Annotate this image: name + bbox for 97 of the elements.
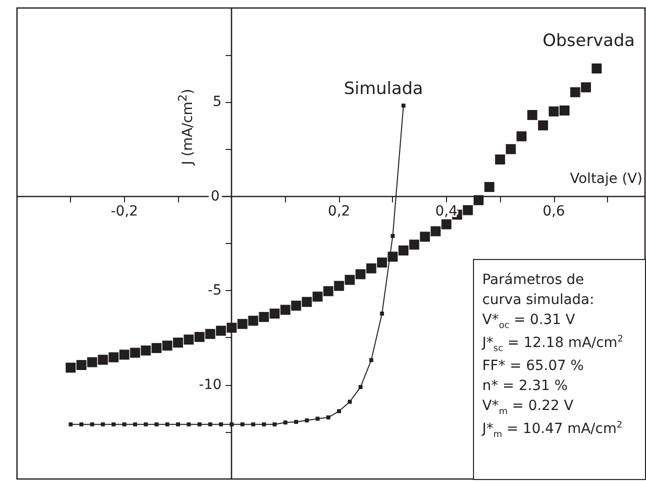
point: [323, 286, 334, 296]
point: [108, 352, 119, 362]
point: [258, 312, 269, 322]
point: [216, 326, 226, 336]
point: [184, 334, 194, 345]
point: [90, 422, 94, 426]
point: [462, 205, 473, 216]
point: [380, 312, 384, 316]
point: [366, 263, 376, 274]
x-tick-label: 0,2: [328, 203, 350, 220]
point: [283, 420, 288, 424]
point: [130, 348, 140, 358]
point: [356, 269, 366, 280]
point: [248, 316, 258, 326]
point: [538, 120, 548, 130]
point: [280, 304, 290, 315]
series-label: Simulada: [344, 79, 424, 100]
y-tick-label: 0: [210, 188, 220, 204]
point: [68, 422, 73, 426]
point: [348, 400, 352, 404]
x-axis-title: Voltaje (V): [570, 171, 642, 188]
point: [304, 418, 309, 422]
point: [186, 422, 191, 426]
point: [251, 422, 256, 426]
point: [119, 350, 130, 360]
annotation: J*$_{m}$ = 10.47 mA/cm$^{2}$: [482, 420, 624, 442]
point: [592, 63, 602, 74]
annotation: n* = 2.31 %: [482, 377, 569, 396]
point: [312, 292, 323, 302]
point: [420, 232, 430, 242]
x-tick-label: 0,6: [542, 203, 565, 220]
point: [100, 422, 105, 426]
y-tick-label: -10: [198, 376, 222, 393]
point: [176, 422, 180, 426]
point: [495, 154, 506, 164]
point: [87, 357, 98, 368]
annotation: V*$_{oc}$ = 0.31 V: [482, 311, 576, 333]
point: [580, 82, 591, 92]
point: [291, 300, 302, 311]
point: [140, 346, 151, 356]
point: [194, 332, 204, 342]
y-tick-label: -5: [208, 282, 222, 299]
series-label: Observada: [542, 30, 635, 51]
point: [441, 219, 452, 230]
point: [133, 422, 138, 426]
point: [262, 422, 266, 426]
point: [294, 420, 298, 424]
point: [358, 385, 363, 390]
point: [122, 422, 126, 426]
point: [430, 226, 441, 236]
point: [270, 308, 280, 319]
point: [316, 416, 320, 421]
point: [173, 338, 184, 348]
point: [570, 87, 580, 98]
point: [527, 110, 538, 120]
point: [548, 106, 559, 116]
point: [326, 415, 330, 420]
point: [226, 322, 237, 333]
point: [112, 422, 116, 426]
point: [484, 182, 494, 192]
point: [66, 362, 76, 373]
point: [162, 340, 172, 351]
point: [218, 422, 223, 426]
point: [506, 144, 516, 154]
point: [165, 422, 170, 426]
point: [401, 104, 406, 108]
annotation: J*$_{sc}$ = 12.18 mA/cm$^{2}$: [482, 333, 624, 356]
point: [409, 240, 420, 250]
point: [302, 296, 312, 307]
point: [376, 258, 387, 268]
y-tick-label: 5: [212, 94, 222, 110]
annotation: V*$_{m}$ = 0.22 V: [482, 397, 574, 420]
point: [154, 422, 159, 426]
point: [398, 245, 408, 256]
point: [344, 274, 355, 285]
point: [516, 131, 527, 142]
point: [98, 354, 108, 365]
point: [390, 234, 395, 238]
point: [334, 280, 344, 291]
point: [559, 105, 570, 116]
point: [197, 422, 202, 426]
point: [152, 343, 162, 354]
point: [76, 360, 86, 370]
point: [474, 195, 484, 206]
point: [337, 409, 342, 414]
point: [144, 422, 148, 426]
annotation: FF* = 65.07 %: [482, 356, 585, 376]
point: [369, 358, 374, 362]
point: [208, 422, 212, 426]
point: [205, 328, 216, 339]
point: [237, 318, 248, 329]
point: [272, 422, 277, 426]
point: [79, 422, 84, 426]
x-tick-label: -0,2: [110, 203, 138, 220]
annotation: Parámetros de curva simulada:: [482, 270, 596, 310]
point: [240, 422, 244, 426]
point: [388, 252, 398, 262]
